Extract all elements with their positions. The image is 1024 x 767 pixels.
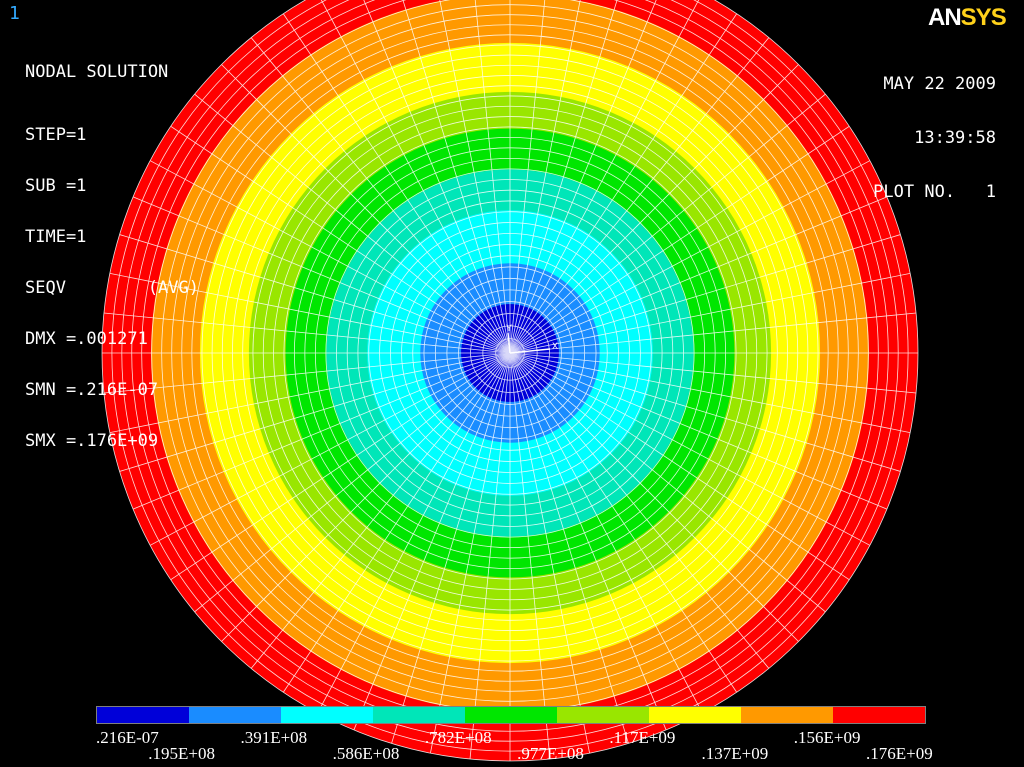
solution-title: NODAL SOLUTION — [25, 62, 169, 82]
plot-time: 13:39:58 — [914, 128, 996, 148]
axis-triad: XY — [506, 323, 558, 354]
plot-date: MAY 22 2009 — [883, 74, 996, 94]
legend-swatch-5 — [465, 707, 557, 723]
legend-label-6: .977E+08 — [517, 744, 584, 763]
legend-swatch-1 — [97, 707, 189, 723]
info-smn: SMN =.216E-07 — [25, 380, 159, 400]
legend-swatch-6 — [557, 707, 649, 723]
date-block: MAY 22 2009 13:39:58 PLOT NO. 1 — [873, 42, 996, 238]
window-number: 1 — [9, 3, 20, 24]
legend-label-7: .117E+09 — [609, 728, 676, 747]
plot-number: PLOT NO. 1 — [873, 182, 996, 202]
legend-swatch-3 — [281, 707, 373, 723]
element-mesh — [101, 0, 919, 762]
info-result: SEQV (AVG) — [25, 278, 199, 298]
legend-label-3: .391E+08 — [240, 728, 308, 747]
color-legend-bar — [96, 706, 926, 724]
info-smx: SMX =.176E+09 — [25, 431, 159, 451]
ansys-logo: ANSYS — [928, 4, 1007, 31]
legend-label-1: .216E-07 — [96, 728, 159, 747]
legend-label-2: .195E+08 — [148, 744, 215, 763]
legend-label-5: .782E+08 — [424, 728, 492, 747]
axis-label-x: X — [552, 341, 558, 351]
legend-swatch-8 — [741, 707, 833, 723]
info-time: TIME=1 — [25, 227, 87, 247]
legend-label-10: .176E+09 — [866, 744, 933, 763]
legend-label-9: .156E+09 — [793, 728, 861, 747]
legend-swatch-2 — [189, 707, 281, 723]
info-step: STEP=1 — [25, 125, 87, 145]
legend-swatch-4 — [373, 707, 465, 723]
legend-label-4: .586E+08 — [332, 744, 400, 763]
legend-label-8: .137E+09 — [701, 744, 769, 763]
legend-swatch-7 — [649, 707, 741, 723]
axis-label-y: Y — [506, 323, 512, 333]
legend-swatch-9 — [833, 707, 925, 723]
info-dmx: DMX =.001271 — [25, 329, 148, 349]
solution-info: NODAL SOLUTION STEP=1 SUB =1 TIME=1 SEQV… — [25, 30, 199, 484]
info-sub: SUB =1 — [25, 176, 87, 196]
